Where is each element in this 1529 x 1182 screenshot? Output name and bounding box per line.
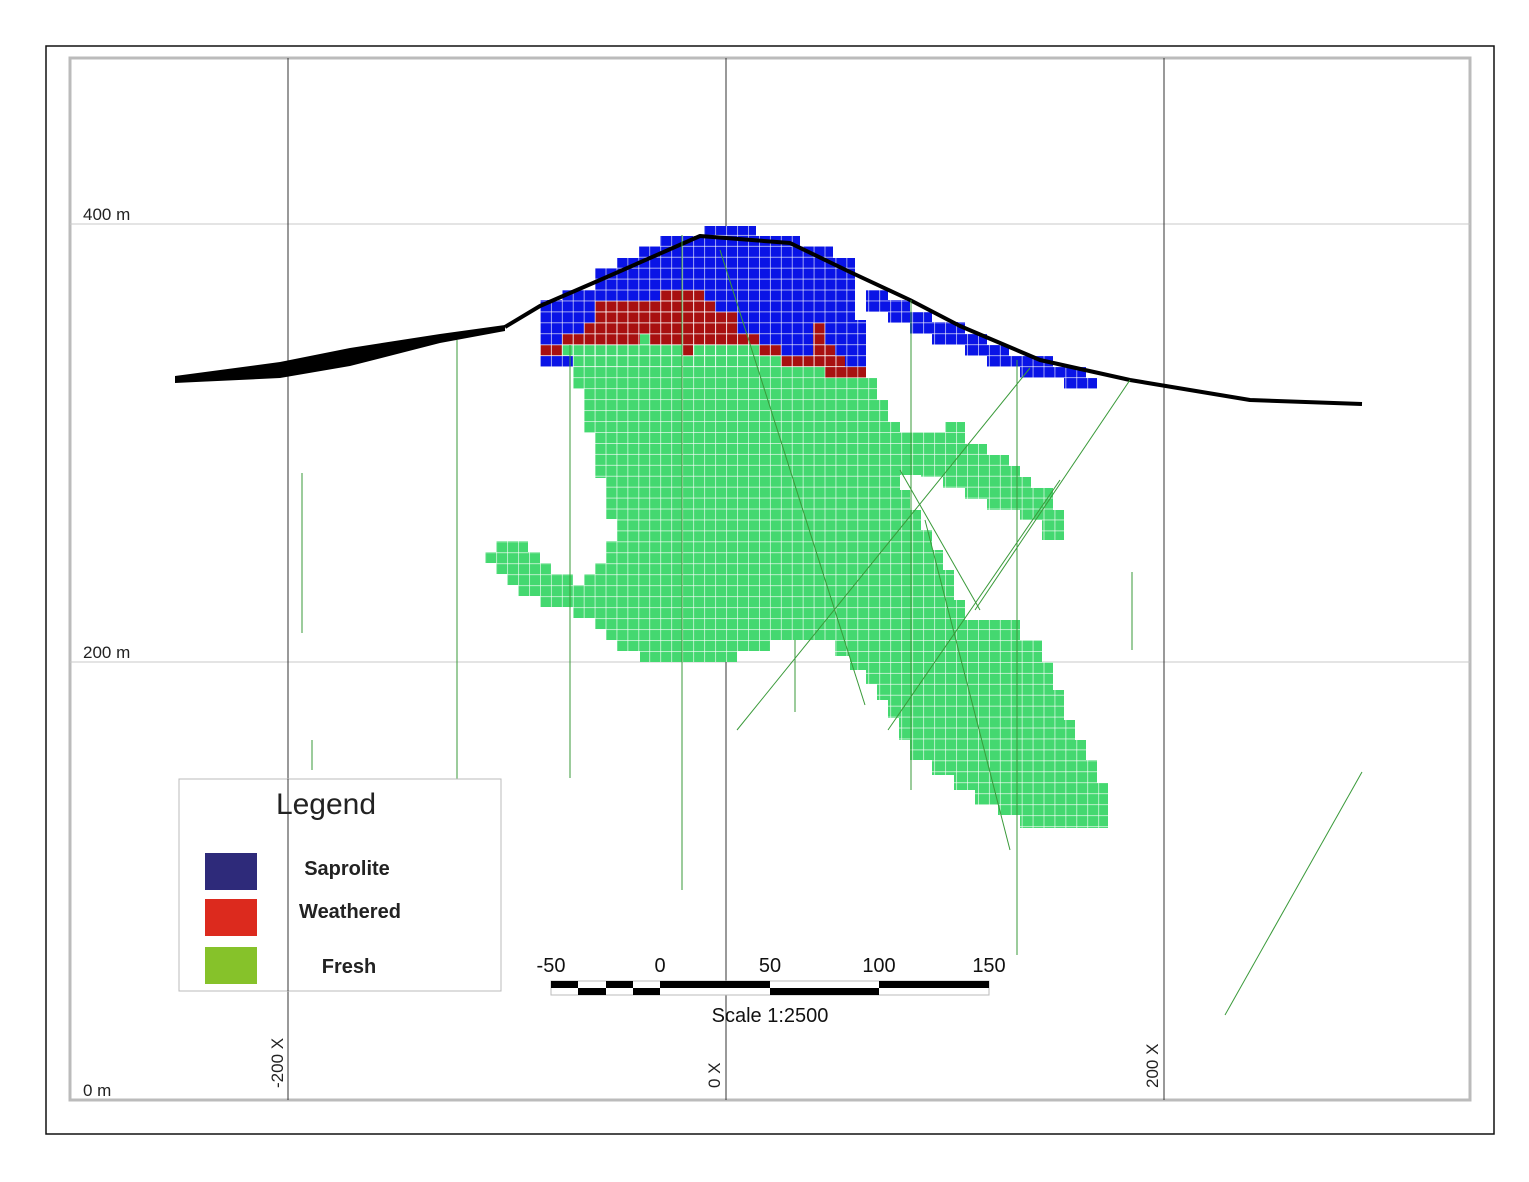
legend-swatch-saprolite bbox=[205, 853, 257, 890]
drillhole bbox=[736, 367, 1031, 731]
scale-tick-label: -50 bbox=[537, 955, 566, 977]
scale-bar: -50 0 50 100 150 Scale 1:2500 bbox=[537, 955, 1006, 1027]
scale-segment bbox=[770, 988, 879, 995]
y-label-200m: 200 m bbox=[83, 643, 130, 662]
scale-tick-label: 100 bbox=[862, 955, 895, 977]
legend-label-weathered: Weathered bbox=[299, 901, 401, 923]
block-grid-overlay bbox=[485, 226, 1108, 828]
block-grid-sap-tail bbox=[866, 290, 1097, 389]
block-grid-fresh bbox=[485, 334, 1108, 828]
scale-segment bbox=[633, 988, 660, 995]
legend: Legend Saprolite Weathered Fresh bbox=[178, 778, 502, 992]
drillhole bbox=[1224, 771, 1363, 1016]
scale-segment bbox=[578, 988, 606, 995]
scale-segment bbox=[551, 981, 578, 988]
x-label-minus200x: -200 X bbox=[268, 1038, 287, 1088]
drillhole bbox=[974, 379, 1131, 611]
scale-segment bbox=[660, 981, 770, 988]
legend-label-saprolite: Saprolite bbox=[304, 858, 390, 880]
legend-title: Legend bbox=[276, 788, 376, 821]
scale-segment bbox=[606, 981, 633, 988]
y-label-0m: 0 m bbox=[83, 1081, 111, 1100]
drillholes bbox=[301, 235, 1363, 1016]
scale-tick-label: 0 bbox=[654, 955, 665, 977]
y-label-400m: 400 m bbox=[83, 205, 130, 224]
drillhole bbox=[899, 469, 981, 611]
drillhole bbox=[887, 479, 1061, 731]
legend-swatch-fresh bbox=[205, 947, 257, 984]
x-label-0x: 0 X bbox=[705, 1062, 724, 1088]
x-label-200x: 200 X bbox=[1143, 1044, 1162, 1088]
drillhole bbox=[719, 249, 866, 706]
scale-tick-label: 150 bbox=[972, 955, 1005, 977]
scale-segment bbox=[879, 981, 989, 988]
legend-swatch-weathered bbox=[205, 899, 257, 936]
drillhole bbox=[924, 519, 1011, 851]
surface-topography-wedge bbox=[175, 325, 505, 383]
surface-topography-line bbox=[503, 234, 1363, 406]
map-frame bbox=[68, 56, 1472, 1102]
scale-tick-label: 50 bbox=[759, 955, 781, 977]
legend-label-fresh: Fresh bbox=[322, 956, 376, 978]
scale-label: Scale 1:2500 bbox=[712, 1005, 829, 1027]
